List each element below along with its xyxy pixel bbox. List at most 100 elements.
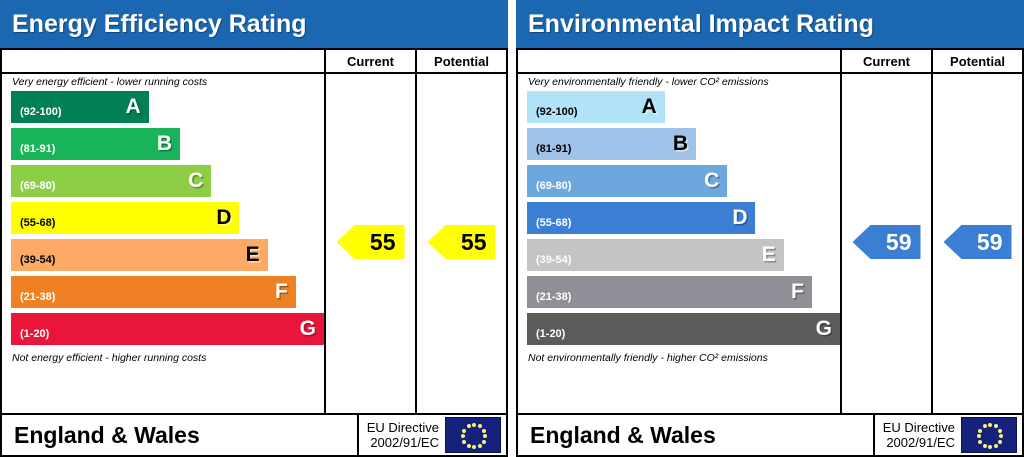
band-range-label: (1-20) (20, 327, 50, 340)
panel-environmental-impact: Environmental Impact Rating Current Potent… (516, 0, 1024, 457)
rating-band-d: (55-68) D (527, 202, 756, 234)
caption-bottom: Not environmentally friendly - higher CO… (528, 352, 768, 364)
panel-footer: England & Wales EU Directive 2002/91/EC (0, 413, 508, 457)
rating-band-a: (92-100) A (527, 91, 665, 123)
rating-band-b: (81-91) B (527, 128, 697, 160)
directive-line-2: 2002/91/EC (370, 435, 439, 450)
band-range-label: (21-38) (536, 290, 572, 303)
eu-star-icon (978, 439, 983, 444)
band-letter-label: B (672, 131, 689, 155)
band-range-label: (39-54) (536, 253, 572, 266)
band-range-label: (69-80) (20, 179, 56, 192)
column-header-row: Current Potential (2, 50, 506, 74)
rating-band-f: (21-38) F (527, 276, 812, 308)
value-column-current: 59 (840, 74, 931, 413)
rating-arrow-current: 59 (852, 225, 921, 259)
rating-band-g: (1-20) G (527, 313, 840, 345)
caption-top: Very energy efficient - lower running co… (12, 76, 208, 88)
panel-footer: England & Wales EU Directive 2002/91/EC (516, 413, 1024, 457)
rating-band-g: (1-20) G (11, 313, 324, 345)
band-range-label: (92-100) (20, 105, 62, 118)
footer-region-label: England & Wales (14, 421, 200, 448)
band-letter-label: E (761, 242, 776, 266)
value-column-potential: 55 (415, 74, 506, 413)
band-letter-label: B (156, 131, 173, 155)
band-letter-label: F (791, 279, 804, 303)
eu-star-icon (993, 424, 998, 429)
panel-header: Energy Efficiency Rating (0, 0, 508, 48)
eu-star-icon (477, 443, 482, 448)
rating-arrow-wrap-potential: 59 (933, 225, 1022, 259)
rating-band-e: (39-54) E (527, 239, 784, 271)
eu-star-icon (997, 439, 1002, 444)
chart-body: Current Potential Very energy efficient - … (0, 48, 508, 413)
eu-star-icon (977, 434, 981, 438)
band-letter-label: A (641, 94, 657, 118)
eu-star-icon (982, 443, 987, 448)
rating-band-f: (21-38) F (11, 276, 296, 308)
footer-directive: EU Directive 2002/91/EC (356, 415, 506, 455)
eu-star-icon (988, 445, 992, 449)
directive-line-1: EU Directive (882, 420, 955, 435)
rating-arrow-wrap-current: 59 (842, 225, 931, 259)
eu-flag-icon (961, 417, 1017, 453)
column-header-row: Current Potential (518, 50, 1022, 74)
band-range-label: (39-54) (20, 253, 56, 266)
rating-arrow-current: 55 (336, 225, 405, 259)
page-title: Energy Efficiency Rating (12, 9, 307, 38)
eu-star-icon (993, 443, 998, 448)
eu-star-icon (481, 439, 486, 444)
directive-line-1: EU Directive (366, 420, 439, 435)
chart-row: Very environmentally friendly - lower CO… (518, 74, 1022, 413)
band-letter-label: C (188, 168, 204, 192)
eu-star-icon (999, 434, 1003, 438)
rating-band-c: (69-80) C (11, 165, 212, 197)
eu-star-icon (461, 434, 465, 438)
eu-star-icon (988, 423, 992, 427)
eu-flag-icon (445, 417, 501, 453)
column-header-current: Current (840, 50, 931, 72)
eu-star-icon (997, 428, 1002, 433)
eu-star-icon (472, 423, 476, 427)
bars-group: (92-100) A (81-91) B (69-80) C (55-68) D (39-54)… (518, 91, 840, 345)
caption-top: Very environmentally friendly - lower CO… (528, 76, 769, 88)
column-header-potential: Potential (415, 50, 506, 72)
rating-arrow-potential: 59 (943, 225, 1012, 259)
band-range-label: (55-68) (20, 216, 56, 229)
band-letter-label: D (216, 205, 232, 229)
eu-star-icon (462, 428, 467, 433)
eu-star-icon (978, 428, 983, 433)
band-range-label: (81-91) (536, 142, 572, 155)
rating-band-a: (92-100) A (11, 91, 149, 123)
column-header-spacer (2, 50, 324, 72)
bars-group: (92-100) A (81-91) B (69-80) C (55-68) D (39-54)… (2, 91, 324, 345)
panel-energy-efficiency: Energy Efficiency Rating Current Potential… (0, 0, 508, 457)
eu-star-icon (466, 424, 471, 429)
eu-star-icon (477, 424, 482, 429)
chart-body: Current Potential Very environmentally fri… (516, 48, 1024, 413)
caption-bottom: Not energy efficient - higher running co… (12, 352, 207, 364)
band-range-label: (55-68) (536, 216, 572, 229)
band-letter-label: G (815, 316, 832, 340)
rating-bars-column: Very energy efficient - lower running co… (2, 74, 324, 413)
eu-star-icon (472, 445, 476, 449)
band-range-label: (69-80) (536, 179, 572, 192)
band-range-label: (21-38) (20, 290, 56, 303)
column-header-spacer (518, 50, 840, 72)
rating-band-d: (55-68) D (11, 202, 240, 234)
rating-arrow-potential: 55 (427, 225, 496, 259)
rating-bars-column: Very environmentally friendly - lower CO… (518, 74, 840, 413)
band-letter-label: D (732, 205, 748, 229)
directive-text: EU Directive 2002/91/EC (883, 420, 955, 450)
eu-star-icon (481, 428, 486, 433)
band-range-label: (1-20) (536, 327, 566, 340)
rating-arrow-wrap-current: 55 (326, 225, 415, 259)
band-letter-label: G (299, 316, 316, 340)
band-letter-label: C (704, 168, 720, 192)
column-header-current: Current (324, 50, 415, 72)
chart-row: Very energy efficient - lower running co… (2, 74, 506, 413)
eu-star-icon (466, 443, 471, 448)
band-letter-label: A (125, 94, 141, 118)
page-title: Environmental Impact Rating (528, 9, 874, 38)
